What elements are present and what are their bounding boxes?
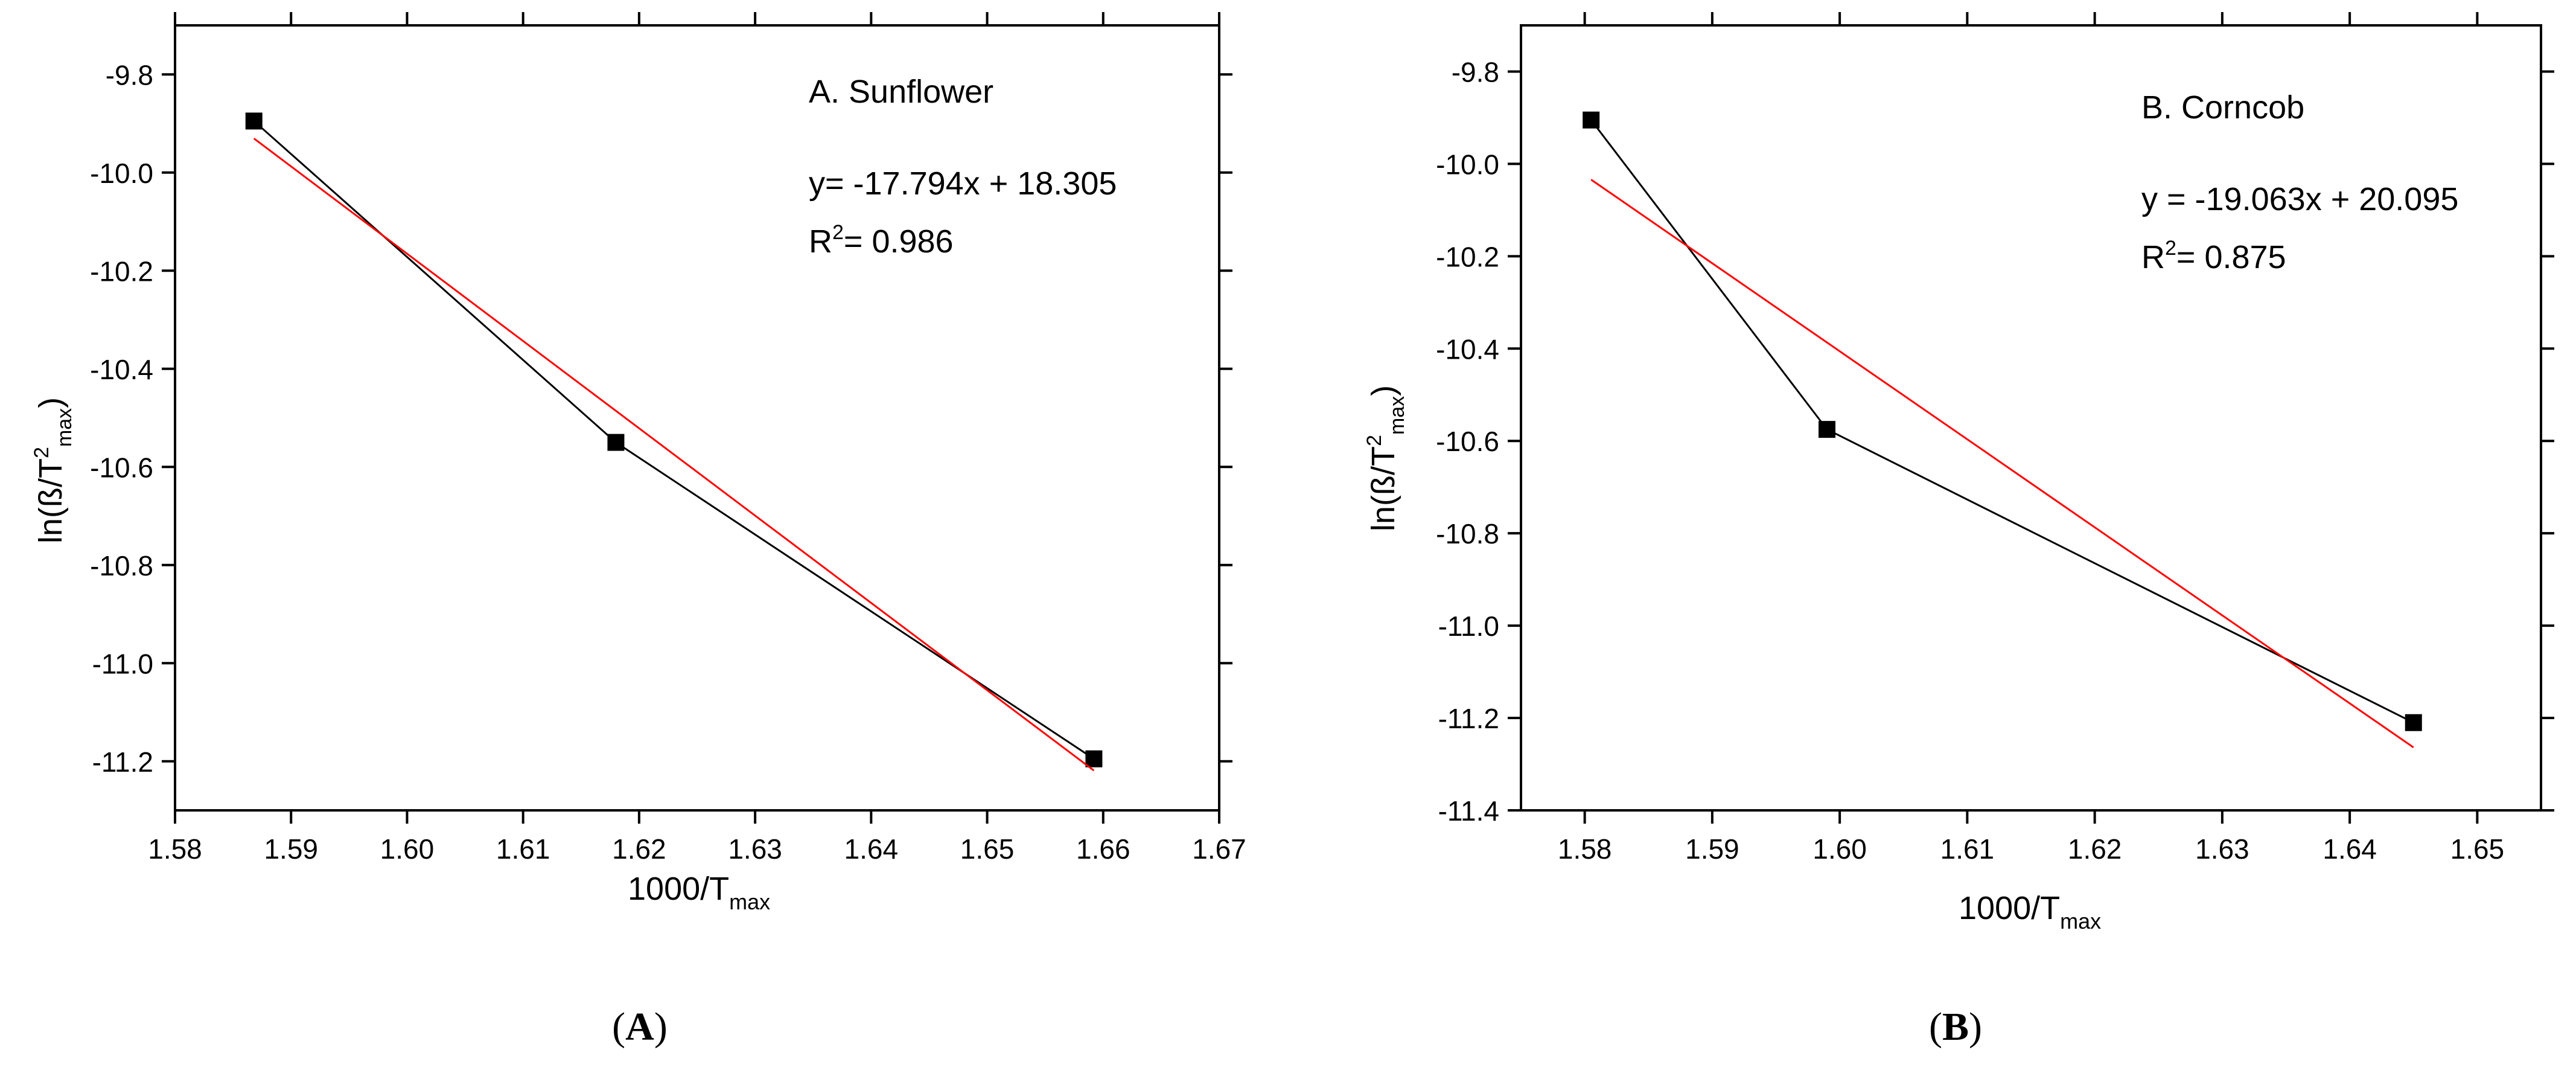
chart-a-y-tick-label: -9.8 [106,59,153,91]
chart-b-ylabel-sub: max [1386,396,1409,435]
chart-b-x-tick-label: 1.61 [1940,833,1995,865]
chart-b-x-tick-label: 1.62 [2068,833,2122,865]
chart-a-fit-line [253,138,1095,772]
chart-b-r-squared: R2= 0.875 [2141,237,2286,275]
chart-b-caption: (B) [1929,1005,1982,1049]
chart-a-fit-equation: y= -17.794x + 18.305 [809,165,1117,202]
chart-b-x-tick-label: 1.63 [2195,833,2249,865]
chart-a-y-tick-label: -11.2 [92,746,153,778]
chart-b-y-axis: -9.8 -10.0 -10.2 -10.4 -10.6 -10.8 -11.0 -11.2 -… [1436,56,2554,827]
chart-b-ylabel-suffix: ) [1365,385,1401,396]
chart-a-x-tick-label: 1.59 [264,833,318,865]
chart-b-x-axis: 1.58 1.59 1.60 1.61 1.62 1.63 1.64 1.65 [1558,12,2504,865]
chart-b-data-point [1819,421,1835,438]
chart-b-caption-open: ( [1929,1005,1942,1049]
chart-a-caption-letter: A [625,1005,654,1049]
chart-a-x-tick-label: 1.66 [1076,833,1130,865]
chart-a-data-point [607,434,625,451]
chart-a-r-squared: R2= 0.986 [809,221,954,260]
chart-a-caption-open: ( [612,1005,625,1049]
chart-b-x-tick-label: 1.58 [1558,833,1612,865]
chart-b-y-tick-label: -10.4 [1436,333,1499,365]
chart-b-title: B. Corncob [2141,89,2304,126]
chart-a-ylabel-suffix: ) [33,397,69,408]
chart-a-y-tick-label: -11.0 [92,648,153,679]
chart-panel-b: 1.58 1.59 1.60 1.61 1.62 1.63 1.64 1.65 -9.8 -10… [1363,12,2554,1049]
chart-a-r2-prefix: R [809,223,832,260]
chart-b-y-tick-label: -10.2 [1436,241,1499,272]
chart-b-r2-value: = 0.875 [2176,239,2286,275]
chart-b-ylabel-prefix: ln(ß/T [1365,446,1401,531]
chart-a-data-point [245,112,263,130]
chart-a-x-tick-label: 1.65 [960,833,1015,865]
chart-a-xlabel-main: 1000/T [628,871,729,907]
chart-b-plot-frame [1520,24,2542,812]
chart-a-y-tick-label: -10.4 [90,354,153,385]
chart-a-caption: (A) [612,1005,668,1049]
chart-a-y-tick-label: -10.2 [90,255,153,287]
chart-b-fit-equation: y = -19.063x + 20.095 [2141,181,2458,217]
chart-b-y-tick-label: -9.8 [1452,56,1499,88]
chart-a-y-tick-label: -10.0 [90,158,153,189]
chart-b-x-tick-label: 1.65 [2450,833,2505,865]
chart-b-data-point [1583,111,1600,129]
chart-a-data-point [1085,750,1103,767]
chart-b-y-tick-label: -11.2 [1438,703,1499,734]
chart-b-y-tick-label: -10.8 [1436,518,1499,549]
chart-a-title: A. Sunflower [809,74,993,110]
chart-a-plot-frame [174,24,1220,812]
chart-b-y-tick-label: -10.0 [1436,149,1499,180]
chart-b-marks [1583,111,2422,748]
chart-a-x-tick-label: 1.63 [728,833,782,865]
chart-a-ylabel-sup: 2 [30,447,53,458]
chart-a-ylabel-prefix: ln(ß/T [33,458,69,543]
chart-b-data-point [2405,714,2422,731]
chart-a-x-tick-label: 1.61 [496,833,550,865]
chart-a-xlabel-sub: max [729,889,770,914]
chart-a-y-tick-label: -10.8 [90,550,153,581]
chart-b-x-tick-label: 1.64 [2323,833,2377,865]
chart-a-y-tick-label: -10.6 [90,452,153,483]
chart-a-x-tick-label: 1.67 [1192,833,1246,865]
chart-a-x-tick-label: 1.62 [612,833,666,865]
chart-a-r2-superscript: 2 [832,221,844,244]
chart-a-x-tick-label: 1.64 [844,833,899,865]
chart-b-x-tick-label: 1.59 [1685,833,1739,865]
chart-b-y-tick-label: -11.4 [1438,795,1499,827]
chart-b-fit-line [1590,179,2414,748]
chart-b-ylabel-sup: 2 [1363,435,1386,446]
chart-b-y-tick-label: -11.0 [1438,610,1499,642]
chart-a-marks [245,112,1103,772]
chart-a-x-axis: 1.58 1.59 1.60 1.61 1.62 1.63 1.64 1.65 1.66 1.67 [148,12,1246,865]
chart-a-y-axis-label: ln(ß/T2max) [30,397,76,543]
chart-b-x-axis-label: 1000/Tmax [1959,890,2101,934]
chart-b-r2-superscript: 2 [2165,237,2176,260]
chart-b-x-tick-label: 1.60 [1812,833,1867,865]
chart-a-x-tick-label: 1.58 [148,833,202,865]
chart-a-x-axis-label: 1000/Tmax [628,871,770,914]
chart-panel-a: 1.58 1.59 1.60 1.61 1.62 1.63 1.64 1.65 1.66 1.67… [30,12,1246,1049]
chart-a-x-tick-label: 1.60 [380,833,435,865]
chart-b-y-axis-label: ln(ß/T2max) [1363,385,1409,531]
chart-a-caption-close: ) [654,1005,668,1049]
chart-a-ylabel-sub: max [53,408,76,447]
chart-b-caption-letter: B [1942,1005,1969,1049]
chart-b-y-tick-label: -10.6 [1436,426,1499,457]
chart-b-xlabel-main: 1000/T [1959,890,2060,926]
chart-a-y-axis: -9.8 -10.0 -10.2 -10.4 -10.6 -10.8 -11.0 -11.2 [90,59,1232,778]
chart-b-r2-prefix: R [2141,239,2165,275]
chart-b-xlabel-sub: max [2060,909,2101,934]
chart-b-caption-close: ) [1969,1005,1982,1049]
chart-a-r2-value: = 0.986 [844,223,954,260]
